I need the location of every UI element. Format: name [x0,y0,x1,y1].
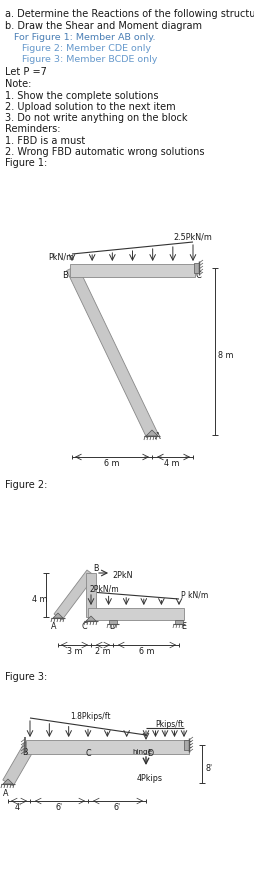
Text: 6 m: 6 m [139,647,154,656]
Polygon shape [86,616,96,621]
Text: A: A [51,622,56,631]
Text: D: D [147,749,153,758]
Text: A: A [3,789,8,798]
Text: a. Determine the Reactions of the following structures.: a. Determine the Reactions of the follow… [5,9,254,19]
Polygon shape [109,620,117,624]
Text: 2PkN/m: 2PkN/m [89,584,119,593]
Text: C: C [196,271,202,280]
Text: B: B [62,271,68,280]
Polygon shape [54,570,95,620]
Text: 2 m: 2 m [95,647,111,656]
Text: A: A [155,432,161,441]
Text: 6': 6' [113,803,120,812]
Text: hinge: hinge [132,749,152,755]
Text: 8': 8' [205,764,212,773]
Text: E: E [186,741,191,750]
Text: Let P =7: Let P =7 [5,67,47,77]
Text: Figure 1:: Figure 1: [5,158,47,168]
Text: 4Pkips: 4Pkips [137,774,163,783]
Text: E: E [181,622,186,631]
Polygon shape [3,742,35,786]
Text: P kN/m: P kN/m [181,591,208,600]
Polygon shape [70,264,195,277]
Text: 1. Show the complete solutions: 1. Show the complete solutions [5,91,158,101]
Text: 2.5PkN/m: 2.5PkN/m [173,233,212,242]
Text: 3. Do not write anything on the block: 3. Do not write anything on the block [5,113,187,123]
Text: 8 m: 8 m [218,351,233,360]
Text: 4 m: 4 m [32,595,47,604]
Polygon shape [67,266,157,438]
Text: 2. Upload solution to the next item: 2. Upload solution to the next item [5,102,176,112]
Text: Figure 2: Member CDE only: Figure 2: Member CDE only [22,44,151,53]
Text: PkN/m: PkN/m [48,252,74,261]
Text: 4 m: 4 m [164,459,180,468]
Polygon shape [26,740,189,754]
Polygon shape [88,608,184,620]
Polygon shape [3,779,13,784]
Polygon shape [184,740,189,750]
Text: 2. Wrong FBD automatic wrong solutions: 2. Wrong FBD automatic wrong solutions [5,147,204,157]
Text: Reminders:: Reminders: [5,124,60,134]
Text: b. Draw the Shear and Moment diagram: b. Draw the Shear and Moment diagram [5,21,202,31]
Text: B: B [93,564,99,573]
Text: C: C [85,749,91,758]
Text: Figure 3: Member BCDE only: Figure 3: Member BCDE only [22,55,157,64]
Text: Pkips/ft: Pkips/ft [155,720,184,729]
Polygon shape [194,263,199,273]
Text: C: C [82,622,88,631]
Polygon shape [86,573,96,617]
Polygon shape [175,620,183,624]
Text: D: D [109,622,115,631]
Text: 6 m: 6 m [104,459,119,468]
Text: 1. FBD is a must: 1. FBD is a must [5,136,85,146]
Text: 4': 4' [15,803,22,812]
Text: 6': 6' [55,803,62,812]
Text: 3 m: 3 m [67,647,83,656]
Polygon shape [146,430,158,436]
Text: Note:: Note: [5,79,31,89]
Text: Figure 2:: Figure 2: [5,480,47,490]
Text: B: B [22,748,27,757]
Text: 1.8Pkips/ft: 1.8Pkips/ft [70,712,110,721]
Text: For Figure 1: Member AB only.: For Figure 1: Member AB only. [14,33,155,42]
Text: Figure 3:: Figure 3: [5,672,47,682]
Polygon shape [53,613,63,618]
Text: 2PkN: 2PkN [112,571,133,580]
